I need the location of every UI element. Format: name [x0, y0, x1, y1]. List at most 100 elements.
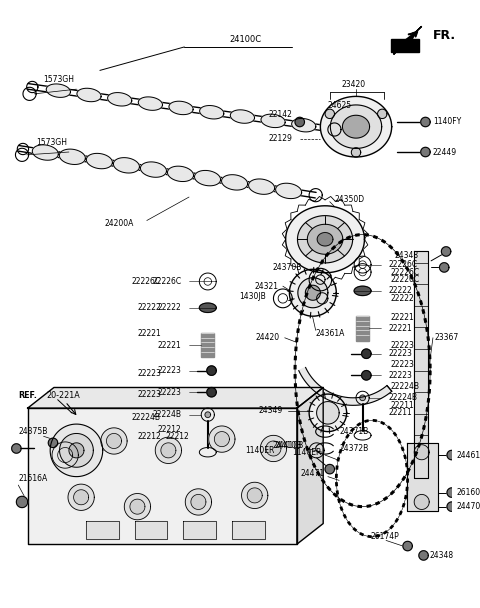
Text: 24461: 24461	[456, 451, 480, 460]
Text: 22224B: 22224B	[389, 393, 418, 402]
Text: 24420: 24420	[256, 333, 280, 342]
Text: 1430JB: 1430JB	[239, 292, 266, 301]
Polygon shape	[48, 438, 58, 447]
Text: 22226C: 22226C	[391, 268, 420, 277]
Polygon shape	[316, 275, 325, 285]
Text: 22222: 22222	[391, 294, 414, 303]
Text: 22224B: 22224B	[391, 382, 420, 391]
Text: 22223: 22223	[157, 366, 181, 375]
Text: 22223: 22223	[137, 390, 161, 399]
Polygon shape	[419, 551, 428, 560]
Polygon shape	[325, 109, 335, 119]
Polygon shape	[222, 174, 248, 190]
Polygon shape	[113, 157, 139, 173]
Polygon shape	[356, 316, 369, 340]
Polygon shape	[421, 147, 430, 157]
Text: 22223: 22223	[389, 371, 413, 380]
Polygon shape	[12, 444, 21, 453]
Text: 24348: 24348	[429, 551, 453, 560]
Text: 1140ER: 1140ER	[245, 446, 275, 455]
Text: 21516A: 21516A	[18, 474, 48, 483]
Polygon shape	[317, 401, 339, 424]
Text: 22212: 22212	[165, 432, 189, 441]
Polygon shape	[330, 105, 382, 148]
Text: 24371B: 24371B	[339, 427, 368, 436]
Polygon shape	[69, 443, 84, 458]
Polygon shape	[351, 148, 360, 157]
Polygon shape	[317, 292, 328, 304]
Text: 24348: 24348	[395, 250, 419, 260]
Polygon shape	[298, 216, 353, 263]
Text: 24625: 24625	[327, 100, 351, 109]
Polygon shape	[297, 387, 323, 544]
Polygon shape	[58, 447, 72, 463]
Text: 22226C: 22226C	[389, 260, 418, 269]
Text: FR.: FR.	[433, 29, 456, 42]
Polygon shape	[185, 489, 212, 515]
Polygon shape	[194, 170, 220, 186]
Polygon shape	[215, 432, 229, 447]
Text: 22223: 22223	[137, 369, 161, 378]
Polygon shape	[442, 247, 451, 256]
Polygon shape	[305, 285, 320, 300]
Text: 22222: 22222	[158, 303, 181, 313]
Text: 1140FY: 1140FY	[433, 117, 461, 126]
Polygon shape	[414, 494, 429, 510]
Text: 22226C: 22226C	[391, 275, 420, 284]
Polygon shape	[298, 278, 328, 308]
Polygon shape	[414, 252, 428, 478]
Text: 24372B: 24372B	[339, 444, 368, 453]
Polygon shape	[391, 40, 419, 52]
Polygon shape	[209, 426, 235, 452]
Text: 22142: 22142	[268, 110, 292, 119]
Text: 22212: 22212	[137, 432, 161, 441]
Polygon shape	[407, 443, 438, 511]
Text: 22221: 22221	[389, 324, 413, 333]
Polygon shape	[86, 520, 119, 539]
Polygon shape	[207, 366, 216, 375]
Text: 22222: 22222	[137, 303, 161, 313]
Polygon shape	[155, 437, 181, 463]
Polygon shape	[320, 97, 392, 157]
Polygon shape	[447, 451, 456, 460]
Polygon shape	[378, 109, 387, 119]
Polygon shape	[230, 110, 254, 123]
Polygon shape	[86, 153, 112, 169]
Polygon shape	[169, 101, 193, 115]
Text: 22222: 22222	[389, 286, 413, 295]
Polygon shape	[183, 520, 216, 539]
Polygon shape	[134, 520, 168, 539]
Text: 26160: 26160	[456, 488, 480, 497]
Polygon shape	[138, 97, 162, 110]
Polygon shape	[108, 92, 132, 106]
Text: 22211: 22211	[391, 401, 414, 410]
Text: 24470: 24470	[456, 502, 480, 511]
Polygon shape	[46, 84, 71, 97]
Text: 24410B: 24410B	[274, 441, 303, 450]
Polygon shape	[130, 499, 145, 514]
Text: 24349: 24349	[259, 407, 283, 415]
Text: 26174P: 26174P	[370, 532, 399, 541]
Text: 1573GH: 1573GH	[36, 138, 67, 147]
Polygon shape	[299, 367, 392, 406]
Polygon shape	[325, 465, 335, 474]
Polygon shape	[28, 387, 323, 408]
Text: 24375B: 24375B	[18, 427, 48, 436]
Polygon shape	[343, 116, 370, 138]
Polygon shape	[289, 269, 336, 316]
Text: 23420: 23420	[341, 80, 365, 89]
Polygon shape	[447, 502, 456, 511]
Text: 24361A: 24361A	[316, 328, 345, 337]
Text: 24350D: 24350D	[335, 195, 365, 204]
Polygon shape	[292, 119, 316, 132]
Text: 22223: 22223	[391, 359, 415, 368]
Polygon shape	[124, 494, 151, 520]
Polygon shape	[260, 435, 287, 461]
Text: 24100C: 24100C	[229, 35, 262, 44]
Text: 23367: 23367	[435, 333, 459, 342]
Polygon shape	[361, 371, 371, 380]
Text: 22221: 22221	[158, 340, 181, 350]
Polygon shape	[161, 443, 176, 458]
Text: 22223: 22223	[389, 349, 413, 358]
Text: REF.: REF.	[18, 392, 37, 401]
